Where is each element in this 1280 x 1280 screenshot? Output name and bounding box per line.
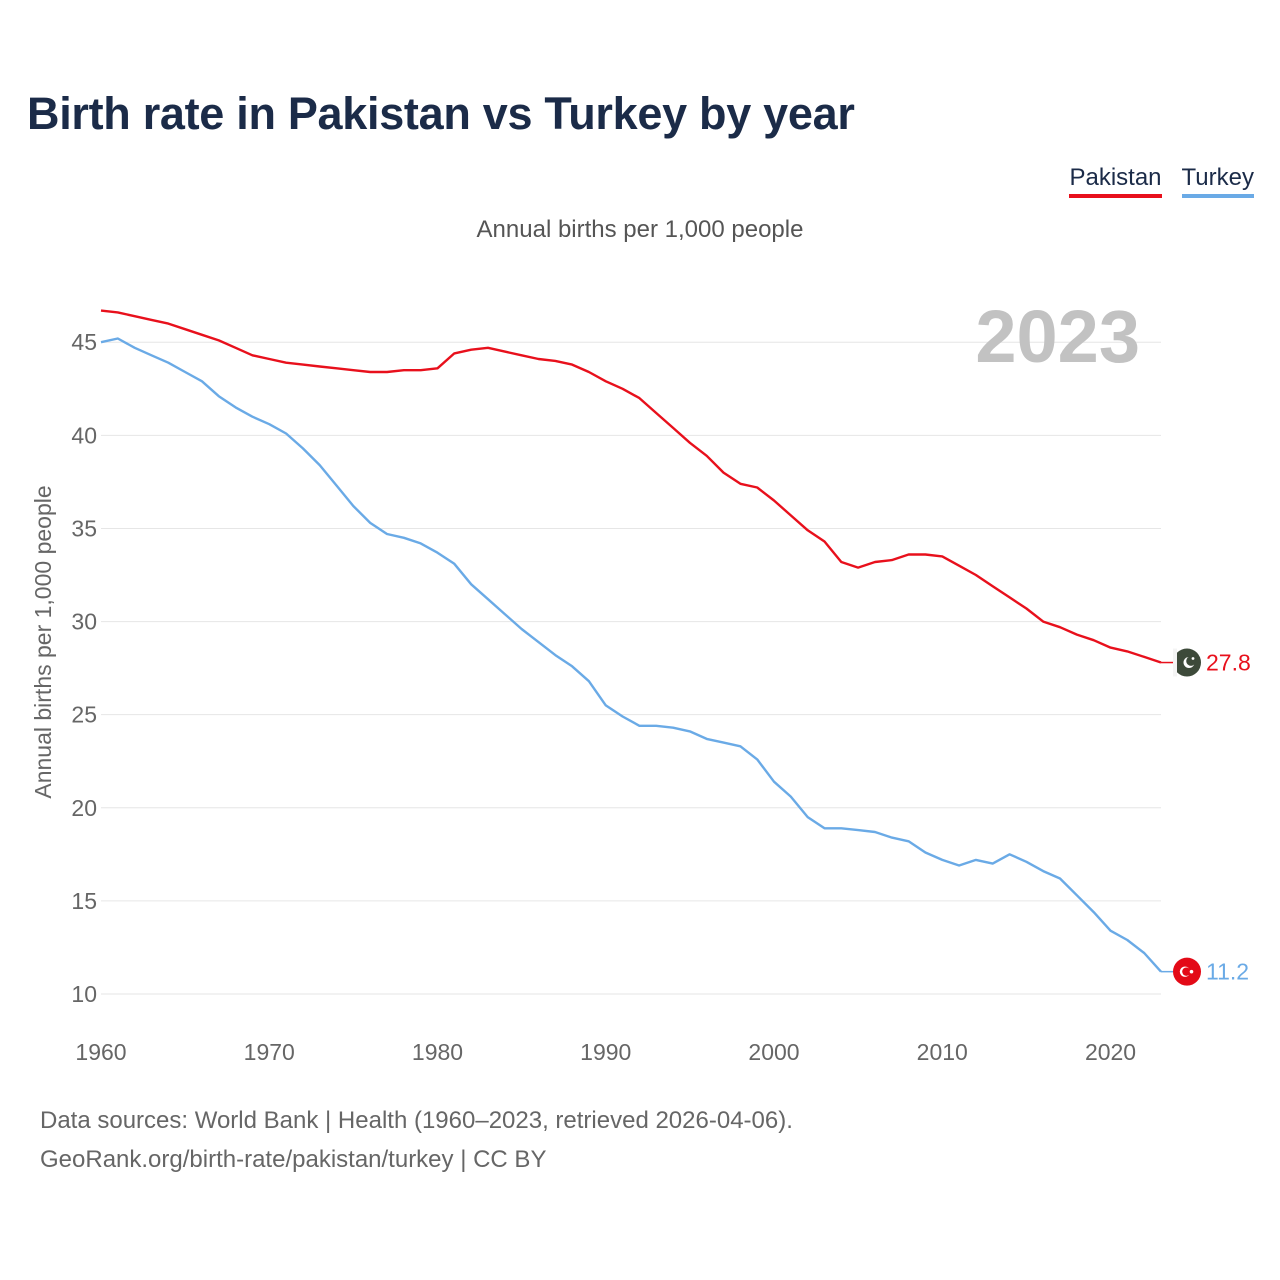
- gridlines: [101, 341, 1161, 995]
- chart-title: Birth rate in Pakistan vs Turkey by year: [27, 88, 855, 139]
- y-tick-label: 25: [71, 702, 97, 728]
- y-tick-label: 45: [71, 329, 97, 355]
- x-tick-label: 2020: [1085, 1039, 1136, 1065]
- legend-item-turkey[interactable]: Turkey: [1181, 164, 1254, 198]
- x-tick-label: 1970: [244, 1039, 295, 1065]
- x-tick-label: 2010: [917, 1039, 968, 1065]
- x-tick-label: 1990: [580, 1039, 631, 1065]
- y-tick-label: 15: [71, 888, 97, 914]
- x-tick-label: 2000: [748, 1039, 799, 1065]
- x-axis-ticks: 1960 1970 1980 1990 2000 2010 2020: [75, 1039, 1136, 1065]
- end-value-label: 27.8: [1206, 650, 1251, 676]
- end-labels: 27.8 11.2: [1161, 648, 1251, 986]
- x-tick-label: 1960: [75, 1039, 126, 1065]
- y-axis-title: Annual births per 1,000 people: [30, 485, 56, 798]
- x-tick-label: 1980: [412, 1039, 463, 1065]
- end-value-label: 11.2: [1206, 959, 1249, 985]
- legend: Pakistan Turkey: [1069, 164, 1254, 198]
- legend-item-pakistan[interactable]: Pakistan: [1069, 164, 1162, 198]
- footer-credit: GeoRank.org/birth-rate/pakistan/turkey |…: [40, 1146, 547, 1173]
- y-tick-label: 30: [71, 609, 97, 635]
- year-watermark: 2023: [975, 295, 1140, 378]
- footer-source: Data sources: World Bank | Health (1960–…: [40, 1107, 793, 1134]
- series-line-turkey[interactable]: [100, 337, 1162, 973]
- pakistan-flag-icon: [1173, 648, 1201, 677]
- y-tick-label: 35: [71, 515, 97, 541]
- y-tick-label: 10: [71, 981, 97, 1007]
- y-tick-label: 20: [71, 795, 97, 821]
- chart-subtitle: Annual births per 1,000 people: [476, 216, 804, 243]
- series-lines: [100, 309, 1162, 973]
- turkey-flag-icon: [1173, 957, 1201, 986]
- series-line-pakistan[interactable]: [100, 309, 1162, 664]
- y-tick-label: 40: [71, 422, 97, 448]
- y-axis-ticks: 10 15 20 25 30 35 40 45: [71, 329, 97, 1007]
